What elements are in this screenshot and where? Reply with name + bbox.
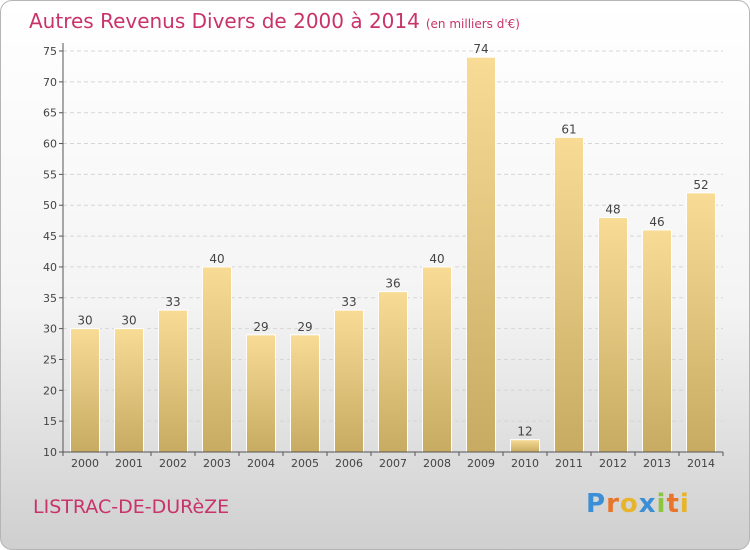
y-tick-label: 55 xyxy=(43,168,57,181)
chart-title: Autres Revenus Divers de 2000 à 2014 (en … xyxy=(29,9,520,33)
logo-letter: P xyxy=(586,489,607,519)
data-label: 74 xyxy=(473,42,488,56)
bar xyxy=(685,192,717,453)
x-tick-label: 2001 xyxy=(115,457,143,470)
x-tick-label: 2013 xyxy=(643,457,671,470)
data-label: 29 xyxy=(297,320,312,334)
bar xyxy=(597,217,629,453)
data-label: 29 xyxy=(253,320,268,334)
x-tick-label: 2004 xyxy=(247,457,275,470)
bar xyxy=(509,439,541,453)
unit-text: (en milliers d'€) xyxy=(425,17,520,31)
x-tick-label: 2011 xyxy=(555,457,583,470)
y-tick-label: 50 xyxy=(43,199,57,212)
proxiti-logo: Proxiti xyxy=(586,489,690,519)
y-tick-label: 30 xyxy=(43,323,57,336)
bar xyxy=(553,136,585,453)
x-tick-label: 2002 xyxy=(159,457,187,470)
y-tick-label: 75 xyxy=(43,45,57,58)
y-tick-label: 60 xyxy=(43,138,57,151)
bar xyxy=(113,328,145,453)
bar xyxy=(465,56,497,453)
data-label: 30 xyxy=(77,314,92,328)
logo-letter: i xyxy=(656,489,667,519)
bar xyxy=(333,309,365,453)
x-tick-label: 2010 xyxy=(511,457,539,470)
bar xyxy=(421,266,453,453)
x-tick-label: 2012 xyxy=(599,457,627,470)
y-tick-label: 45 xyxy=(43,230,57,243)
data-label: 33 xyxy=(341,295,356,309)
bar xyxy=(289,334,321,453)
logo-letter: o xyxy=(619,489,639,519)
x-tick-label: 2006 xyxy=(335,457,363,470)
x-tick-label: 2000 xyxy=(71,457,99,470)
x-tick-label: 2008 xyxy=(423,457,451,470)
x-tick-label: 2009 xyxy=(467,457,495,470)
bar xyxy=(69,328,101,453)
data-label: 12 xyxy=(517,425,532,439)
logo-letter: t xyxy=(666,489,680,519)
title-text: Autres Revenus Divers de 2000 à 2014 xyxy=(29,9,420,33)
y-tick-label: 15 xyxy=(43,415,57,428)
data-label: 61 xyxy=(561,122,576,136)
x-tick-label: 2007 xyxy=(379,457,407,470)
logo-letter: i xyxy=(679,489,690,519)
data-label: 40 xyxy=(209,252,224,266)
commune-name: LISTRAC-DE-DURèZE xyxy=(33,496,230,518)
bar xyxy=(157,309,189,453)
logo-letter: x xyxy=(638,489,657,519)
bar xyxy=(201,266,233,453)
y-tick-label: 70 xyxy=(43,76,57,89)
data-label: 36 xyxy=(385,277,400,291)
data-label: 30 xyxy=(121,314,136,328)
bar xyxy=(377,291,409,453)
data-label: 46 xyxy=(649,215,664,229)
data-label: 40 xyxy=(429,252,444,266)
logo-letter: r xyxy=(606,489,620,519)
y-tick-label: 10 xyxy=(43,446,57,459)
y-tick-label: 35 xyxy=(43,292,57,305)
y-tick-label: 20 xyxy=(43,384,57,397)
data-label: 52 xyxy=(693,178,708,192)
data-label: 33 xyxy=(165,295,180,309)
bar xyxy=(641,229,673,453)
y-tick-label: 65 xyxy=(43,107,57,120)
x-tick-label: 2005 xyxy=(291,457,319,470)
data-label: 48 xyxy=(605,203,620,217)
x-tick-label: 2014 xyxy=(687,457,715,470)
y-tick-label: 40 xyxy=(43,261,57,274)
y-tick-label: 25 xyxy=(43,353,57,366)
x-tick-label: 2003 xyxy=(203,457,231,470)
bar xyxy=(245,334,277,453)
